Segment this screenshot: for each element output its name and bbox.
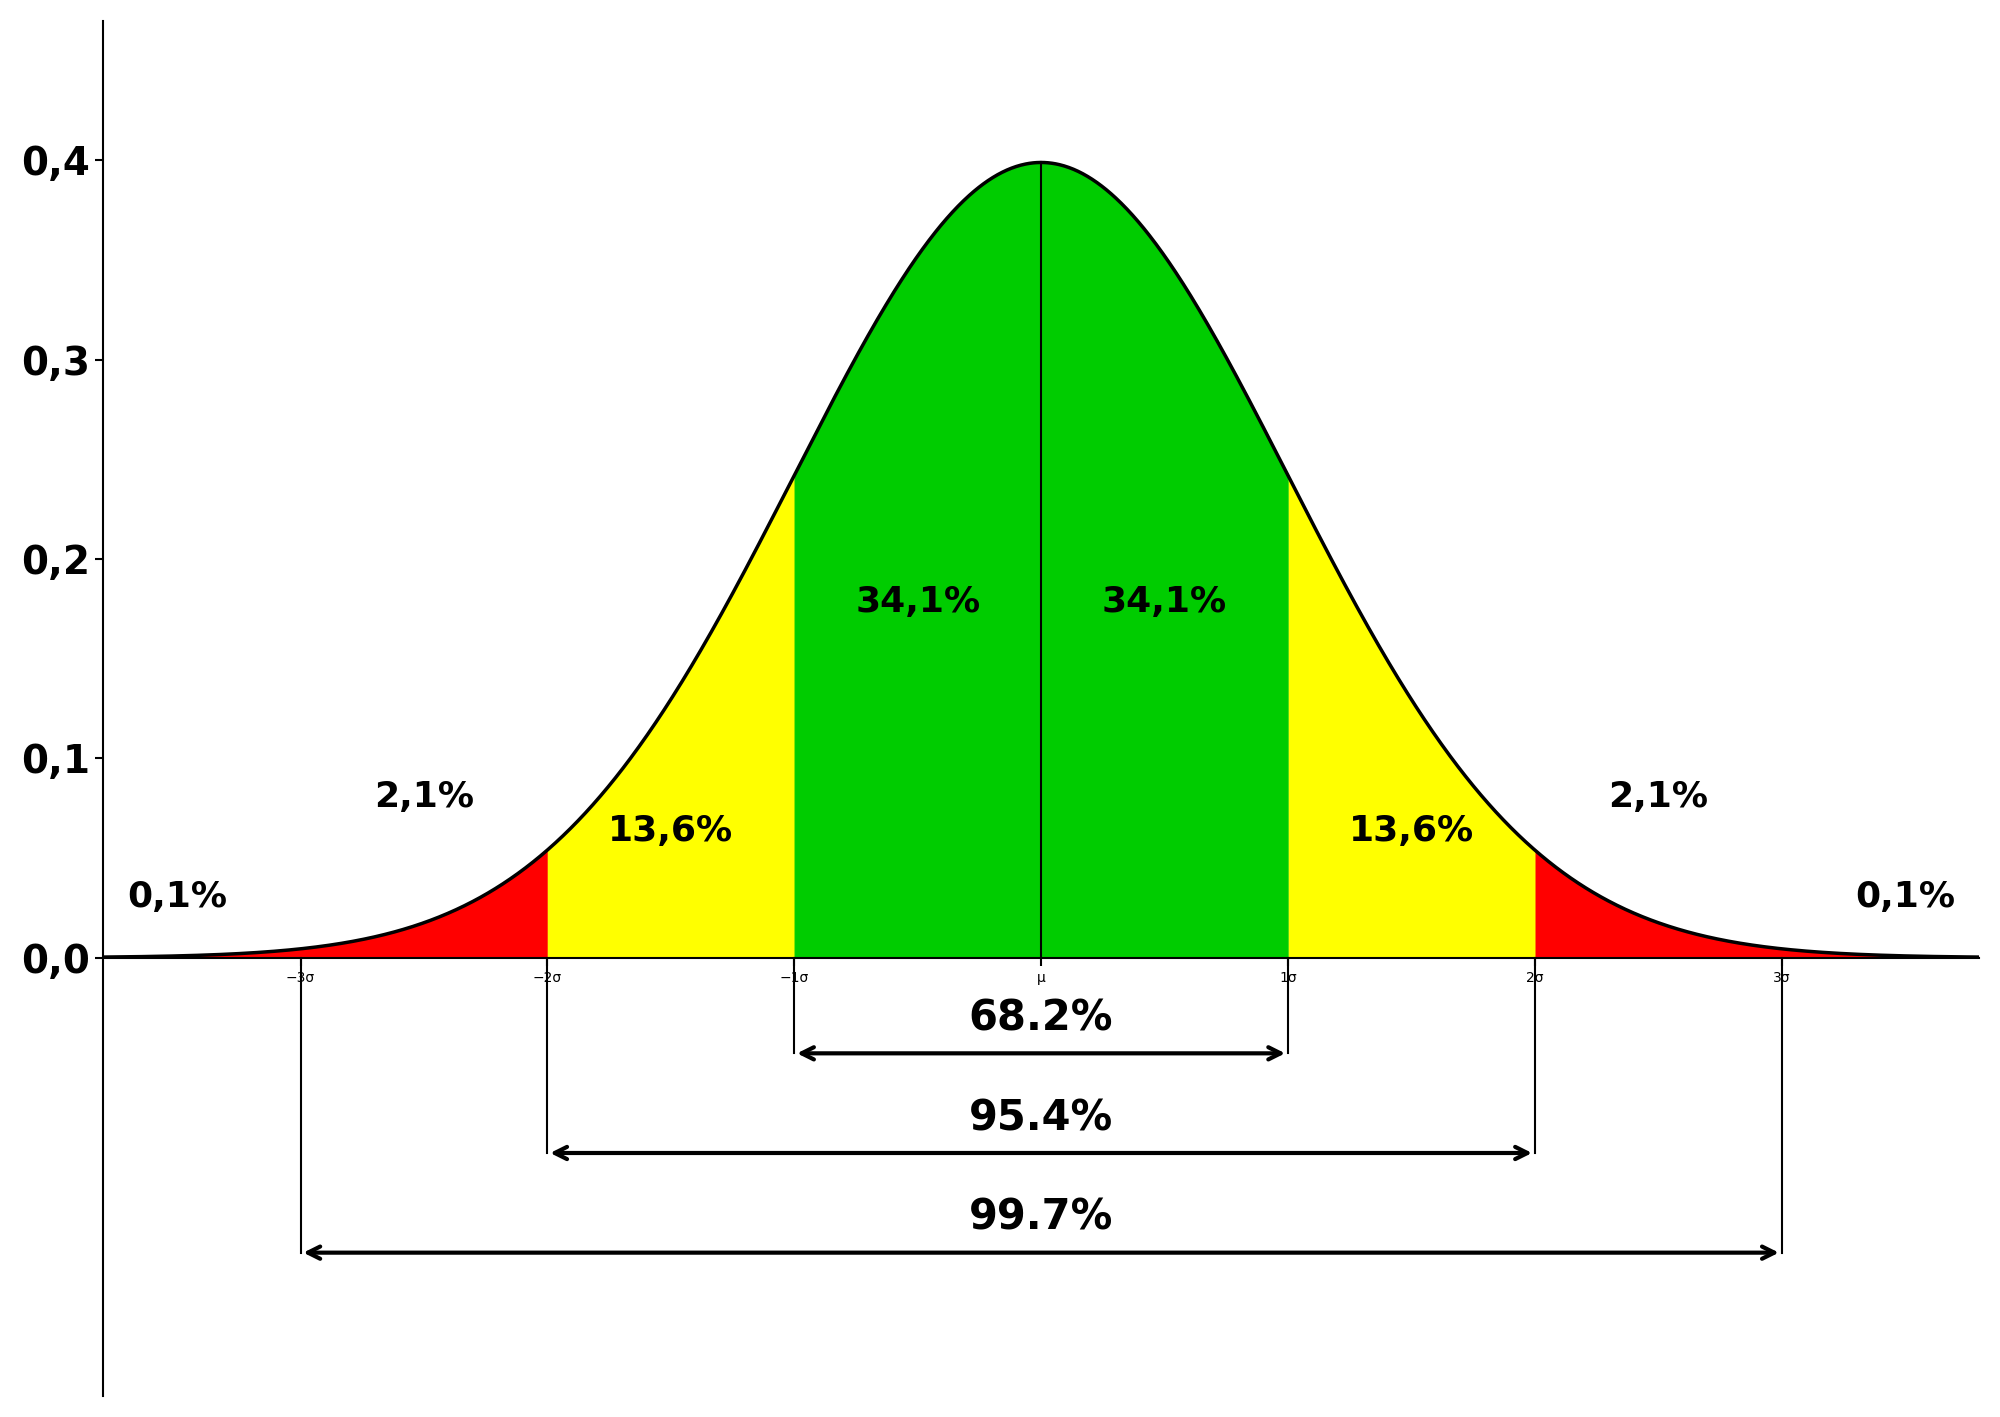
Text: 0,1%: 0,1% xyxy=(128,880,228,914)
Text: 95.4%: 95.4% xyxy=(968,1097,1114,1139)
Text: 34,1%: 34,1% xyxy=(1102,585,1228,619)
Text: 2,1%: 2,1% xyxy=(374,781,474,815)
Text: 99.7%: 99.7% xyxy=(968,1197,1114,1238)
Text: 0,1%: 0,1% xyxy=(1856,880,1956,914)
Text: 34,1%: 34,1% xyxy=(856,585,980,619)
Text: 2,1%: 2,1% xyxy=(1608,781,1708,815)
Text: 13,6%: 13,6% xyxy=(608,813,734,847)
Text: 13,6%: 13,6% xyxy=(1348,813,1474,847)
Text: 68.2%: 68.2% xyxy=(968,998,1114,1040)
